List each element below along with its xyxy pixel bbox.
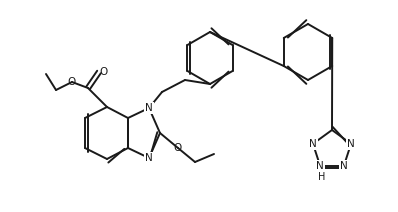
Text: O: O <box>174 143 182 153</box>
Text: O: O <box>68 77 76 87</box>
Text: O: O <box>99 67 107 77</box>
Text: N: N <box>145 103 153 113</box>
Text: N: N <box>347 139 355 149</box>
Text: N: N <box>145 153 153 163</box>
Text: N: N <box>309 139 317 149</box>
Text: H: H <box>318 172 325 182</box>
Text: N: N <box>316 161 324 171</box>
Text: N: N <box>340 161 347 171</box>
